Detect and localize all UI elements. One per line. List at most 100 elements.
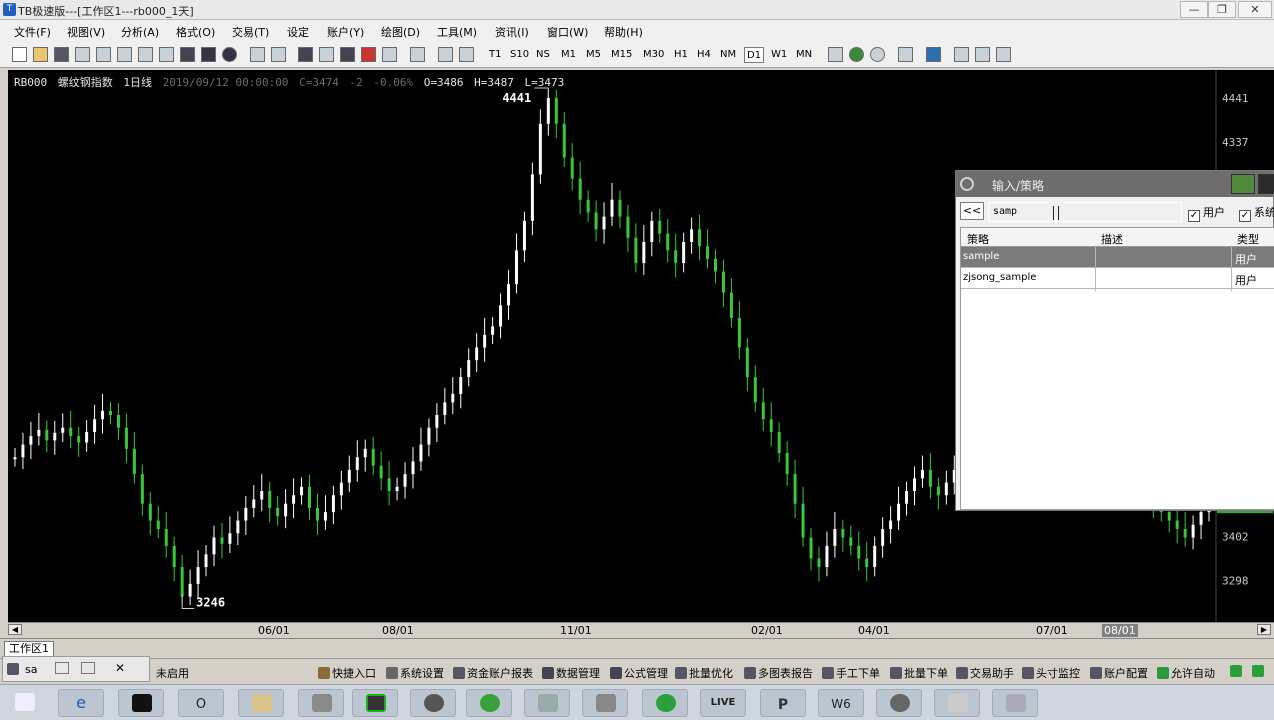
play-icon[interactable] bbox=[222, 47, 237, 62]
period-h1[interactable]: H1 bbox=[674, 49, 688, 60]
maximize-button[interactable]: ❐ bbox=[1208, 1, 1236, 18]
quote-icon[interactable] bbox=[180, 47, 195, 62]
menu-view[interactable]: 视图(V) bbox=[67, 26, 106, 39]
menu-trade[interactable]: 交易(T) bbox=[232, 26, 270, 39]
menu-format[interactable]: 格式(O) bbox=[176, 26, 216, 39]
period-m30[interactable]: M30 bbox=[643, 49, 665, 60]
period-d1[interactable]: D1 bbox=[744, 47, 765, 63]
sync-icon[interactable] bbox=[870, 47, 885, 62]
period-mn[interactable]: MN bbox=[796, 49, 813, 60]
save-icon[interactable] bbox=[54, 47, 69, 62]
manual-order-button[interactable]: 手工下单 bbox=[822, 665, 880, 681]
taskbar-app[interactable] bbox=[524, 689, 570, 717]
menu-window[interactable]: 窗口(W) bbox=[547, 26, 589, 39]
allow-auto-button[interactable]: 允许自动 bbox=[1157, 665, 1215, 681]
monitor-icon[interactable] bbox=[438, 47, 453, 62]
taskbar-explorer[interactable] bbox=[992, 689, 1038, 717]
account-config-button[interactable]: 账户配置 bbox=[1090, 665, 1148, 681]
dialog-close-button[interactable] bbox=[1258, 174, 1274, 194]
menu-draw[interactable]: 绘图(D) bbox=[381, 26, 421, 39]
quick-entry-button[interactable]: 快捷入口 bbox=[318, 665, 376, 681]
fund-report-button[interactable]: 资金账户报表 bbox=[453, 665, 533, 681]
strategy-search-input[interactable]: samp bbox=[988, 202, 1182, 222]
table-row[interactable]: sample 用户 bbox=[961, 247, 1274, 268]
table-row[interactable]: zjsong_sample 用户 bbox=[961, 268, 1274, 289]
chart-icon[interactable] bbox=[159, 47, 174, 62]
restore-icon[interactable] bbox=[55, 662, 69, 674]
zoom-in-icon[interactable] bbox=[828, 47, 843, 62]
taskbar-chrome[interactable] bbox=[876, 689, 922, 717]
taskbar-cmd[interactable] bbox=[118, 689, 164, 717]
taskbar-live[interactable]: LIVE bbox=[700, 689, 746, 717]
column-header-strategy[interactable]: 策略 bbox=[967, 233, 989, 246]
scroll-right-button[interactable]: ▶ bbox=[1257, 624, 1271, 635]
menu-analysis[interactable]: 分析(A) bbox=[121, 26, 160, 39]
system-settings-button[interactable]: 系统设置 bbox=[386, 665, 444, 681]
window-layout-icon[interactable] bbox=[459, 47, 474, 62]
column-header-type[interactable]: 类型 bbox=[1237, 233, 1259, 246]
link-icon[interactable] bbox=[898, 47, 913, 62]
period-t1[interactable]: T1 bbox=[489, 49, 502, 60]
grid-icon[interactable] bbox=[340, 47, 355, 62]
period-m1[interactable]: M1 bbox=[561, 49, 576, 60]
menu-news[interactable]: 资讯(I) bbox=[495, 26, 529, 39]
period-ns[interactable]: NS bbox=[536, 49, 550, 60]
filter-system-checkbox[interactable]: ✓ 系统 bbox=[1239, 206, 1274, 222]
close-button[interactable]: ✕ bbox=[1238, 1, 1272, 18]
network-icon[interactable] bbox=[926, 47, 941, 62]
position-monitor-button[interactable]: 头寸监控 bbox=[1022, 665, 1080, 681]
new-file-icon[interactable] bbox=[12, 47, 27, 62]
minimize-button[interactable]: — bbox=[1180, 1, 1208, 18]
indicator-icon[interactable] bbox=[298, 47, 313, 62]
maximize-icon[interactable] bbox=[81, 662, 95, 674]
formula-management-button[interactable]: 公式管理 bbox=[610, 665, 668, 681]
batch-optimize-button[interactable]: 批量优化 bbox=[675, 665, 733, 681]
multi-chart-report-button[interactable]: 多图表报告 bbox=[744, 665, 813, 681]
period-m5[interactable]: M5 bbox=[586, 49, 601, 60]
open-folder-icon[interactable] bbox=[33, 47, 48, 62]
scroll-left-button[interactable]: ◀ bbox=[8, 624, 22, 635]
list-icon[interactable] bbox=[250, 47, 265, 62]
menu-settings[interactable]: 设定 bbox=[287, 26, 309, 39]
close-icon[interactable]: ✕ bbox=[115, 661, 126, 675]
export-icon[interactable] bbox=[996, 47, 1011, 62]
lock-icon[interactable] bbox=[201, 47, 216, 62]
tab-workspace-1[interactable]: 工作区1 bbox=[4, 641, 54, 657]
period-w1[interactable]: W1 bbox=[771, 49, 788, 60]
back-button[interactable]: << bbox=[960, 202, 984, 220]
dialog-title-bar[interactable]: 输入/策略 bbox=[956, 171, 1274, 197]
minimized-panel[interactable]: sa ✕ bbox=[2, 656, 150, 682]
print-preview-icon[interactable] bbox=[96, 47, 111, 62]
copy-icon[interactable] bbox=[138, 47, 153, 62]
period-s10[interactable]: S10 bbox=[510, 49, 530, 60]
formula-icon[interactable] bbox=[319, 47, 334, 62]
refresh-icon[interactable] bbox=[849, 47, 864, 62]
draw-line-icon[interactable] bbox=[382, 47, 397, 62]
org-chart-icon[interactable] bbox=[975, 47, 990, 62]
column-header-description[interactable]: 描述 bbox=[1101, 233, 1123, 246]
table-icon[interactable] bbox=[271, 47, 286, 62]
menu-file[interactable]: 文件(F) bbox=[14, 26, 51, 39]
data-management-button[interactable]: 数据管理 bbox=[542, 665, 600, 681]
taskbar-outlook[interactable]: O bbox=[178, 689, 224, 717]
period-m15[interactable]: M15 bbox=[611, 49, 633, 60]
trade-assistant-button[interactable]: 交易助手 bbox=[956, 665, 1014, 681]
menu-tools[interactable]: 工具(M) bbox=[437, 26, 478, 39]
taskbar-remote[interactable] bbox=[466, 689, 512, 717]
taskbar-tb[interactable] bbox=[352, 689, 398, 717]
taskbar-wechat[interactable] bbox=[642, 689, 688, 717]
taskbar-calculator[interactable] bbox=[582, 689, 628, 717]
menu-help[interactable]: 帮助(H) bbox=[604, 26, 643, 39]
account-icon[interactable] bbox=[954, 47, 969, 62]
line-chart-icon[interactable] bbox=[410, 47, 425, 62]
cut-icon[interactable] bbox=[117, 47, 132, 62]
taskbar-folder[interactable] bbox=[238, 689, 284, 717]
taskbar-w6[interactable]: W6 bbox=[818, 689, 864, 717]
signal-icon[interactable] bbox=[361, 47, 376, 62]
batch-order-button[interactable]: 批量下单 bbox=[890, 665, 948, 681]
date-axis-scrollbar[interactable]: ◀ 06/01 08/01 11/01 02/01 04/01 07/01 08… bbox=[8, 622, 1274, 637]
print-icon[interactable] bbox=[75, 47, 90, 62]
period-nm[interactable]: NM bbox=[720, 49, 737, 60]
taskbar-tool[interactable] bbox=[298, 689, 344, 717]
start-button[interactable] bbox=[2, 689, 48, 717]
